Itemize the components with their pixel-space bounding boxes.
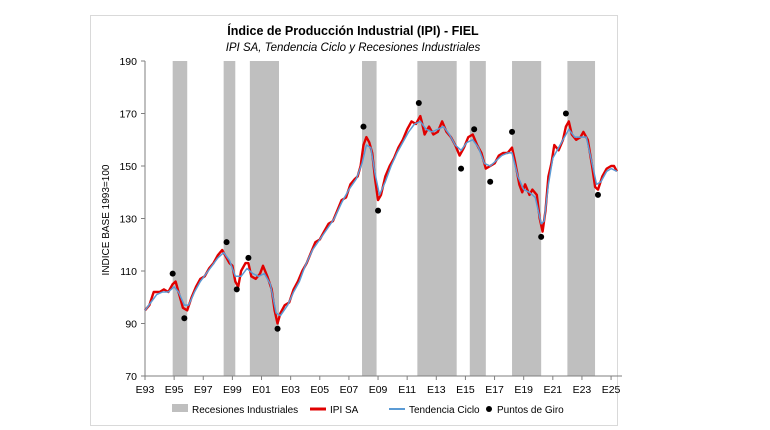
y-tick-label: 70 bbox=[125, 371, 137, 383]
y-axis-label: INDICE BASE 1993=100 bbox=[101, 164, 112, 275]
y-tick-label: 90 bbox=[125, 319, 137, 331]
recession-band bbox=[172, 61, 188, 376]
legend-swatch-dot bbox=[486, 406, 492, 412]
legend-swatch-recesiones bbox=[172, 404, 188, 412]
x-tick-label: E95 bbox=[165, 384, 184, 396]
recession-band bbox=[223, 61, 236, 376]
turning-point-dot bbox=[274, 325, 281, 332]
turning-point-dot bbox=[594, 191, 601, 198]
chart-title: Índice de Producción Industrial (IPI) - … bbox=[227, 23, 479, 38]
recession-band bbox=[249, 61, 279, 376]
x-tick-label: E21 bbox=[543, 384, 562, 396]
x-tick-label: E07 bbox=[340, 384, 359, 396]
x-tick-label: E25 bbox=[602, 384, 621, 396]
recession-band bbox=[362, 61, 377, 376]
y-tick-label: 150 bbox=[119, 161, 137, 173]
axes: 70 90 110 130 150 170 190 E93 E95 E97 E99 E01 E03 E05… bbox=[119, 56, 622, 396]
recession-band bbox=[417, 61, 457, 376]
turning-point-dot bbox=[375, 207, 382, 214]
ipi-sa-line bbox=[144, 114, 618, 325]
turning-point-dot bbox=[562, 110, 569, 117]
legend-label: Recesiones Industriales bbox=[192, 405, 298, 416]
legend-label: Puntos de Giro bbox=[497, 405, 564, 416]
x-tick-label: E93 bbox=[136, 384, 155, 396]
y-tick-label: 130 bbox=[119, 214, 137, 226]
turning-point-dot bbox=[458, 165, 465, 172]
recession-band bbox=[512, 61, 542, 376]
y-tick-label: 190 bbox=[119, 56, 137, 68]
legend-label: Tendencia Ciclo bbox=[409, 405, 480, 416]
x-tick-label: E13 bbox=[427, 384, 446, 396]
series-lines bbox=[144, 114, 618, 325]
x-tick-label: E05 bbox=[310, 384, 329, 396]
recession-bands bbox=[172, 61, 596, 376]
x-tick-label: E17 bbox=[485, 384, 504, 396]
turning-points bbox=[169, 100, 601, 332]
x-tick-label: E19 bbox=[514, 384, 533, 396]
turning-point-dot bbox=[181, 315, 188, 322]
turning-point-dot bbox=[245, 254, 252, 261]
x-tick-label: E11 bbox=[398, 384, 416, 396]
turning-point-dot bbox=[360, 123, 367, 130]
turning-point-dot bbox=[471, 126, 478, 133]
recession-band bbox=[469, 61, 486, 376]
x-tick-label: E97 bbox=[194, 384, 213, 396]
x-tick-label: E23 bbox=[573, 384, 592, 396]
recession-band bbox=[567, 61, 596, 376]
x-tick-label: E99 bbox=[223, 384, 242, 396]
x-tick-label: E01 bbox=[252, 384, 271, 396]
legend: Recesiones Industriales IPI SA Tendencia C… bbox=[172, 404, 564, 416]
x-tick-label: E15 bbox=[456, 384, 475, 396]
turning-point-dot bbox=[538, 233, 545, 240]
legend-label: IPI SA bbox=[330, 405, 359, 416]
turning-point-dot bbox=[415, 100, 422, 106]
turning-point-dot bbox=[223, 239, 230, 246]
turning-point-dot bbox=[169, 270, 176, 277]
x-tick-label: E03 bbox=[281, 384, 300, 396]
turning-point-dot bbox=[509, 128, 516, 135]
chart-subtitle: IPI SA, Tendencia Ciclo y Recesiones Ind… bbox=[226, 42, 481, 54]
tendencia-ciclo-line bbox=[144, 120, 618, 317]
x-tick-label: E09 bbox=[369, 384, 388, 396]
turning-point-dot bbox=[233, 286, 240, 293]
turning-point-dot bbox=[487, 178, 494, 185]
y-tick-label: 110 bbox=[120, 266, 137, 278]
y-tick-label: 170 bbox=[119, 109, 137, 121]
